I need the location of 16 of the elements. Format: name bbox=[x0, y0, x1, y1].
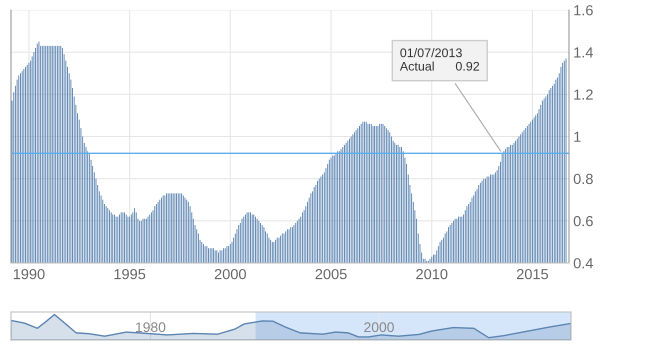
x-tick-label: 2015 bbox=[516, 268, 548, 280]
x-tick-label: 2005 bbox=[316, 268, 347, 280]
x-tick-label: 1995 bbox=[114, 268, 146, 280]
y-tick-label: 1 bbox=[574, 132, 581, 142]
y-tick-label: 1.2 bbox=[574, 89, 593, 100]
y-tick-label: 0.8 bbox=[574, 174, 593, 184]
y-tick-label: 1.4 bbox=[574, 47, 594, 58]
annotation: 01/07/2013 Actual 0.92 bbox=[400, 48, 480, 71]
x-tick-label: 2010 bbox=[416, 268, 448, 280]
y-tick-label: 1.6 bbox=[574, 5, 593, 16]
x-tick-label: 2000 bbox=[214, 268, 246, 280]
y-tick-label: 0.4 bbox=[574, 258, 594, 268]
x-tick-label: 2000 bbox=[364, 322, 394, 332]
y-tick-label: 0.6 bbox=[574, 216, 593, 226]
x-tick-label: 1990 bbox=[14, 268, 45, 280]
x-tick-label: 1980 bbox=[136, 322, 166, 332]
